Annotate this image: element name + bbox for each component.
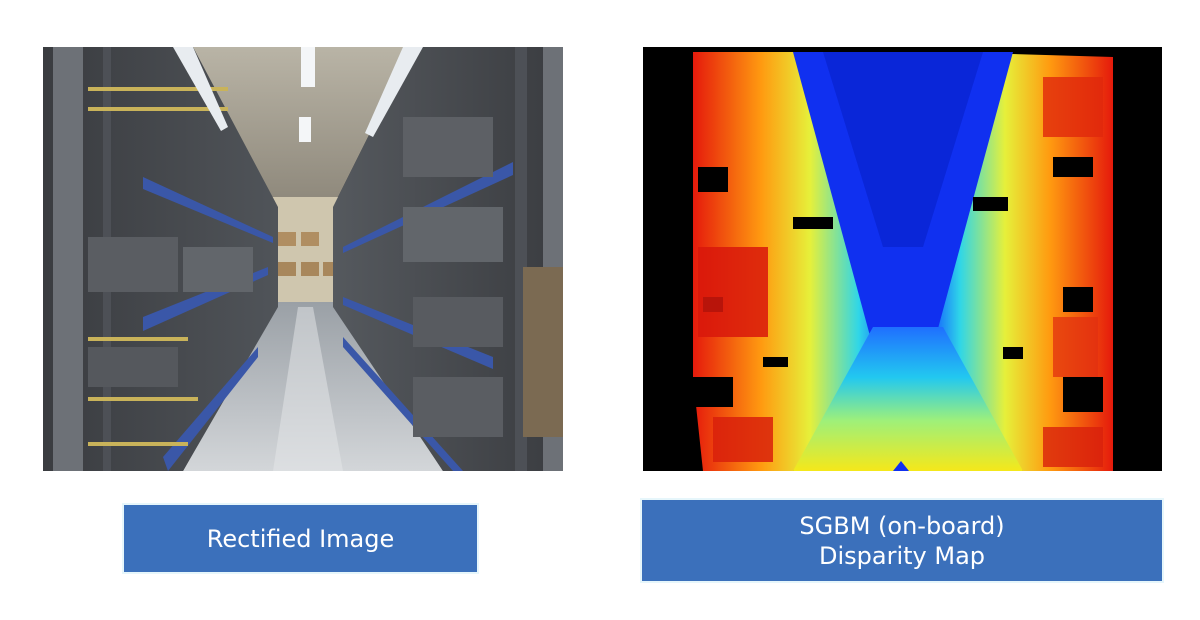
disparity-map-caption-line2: Disparity Map	[818, 541, 986, 570]
rectified-image	[43, 47, 563, 471]
warehouse-aisle-illustration	[43, 47, 563, 471]
disparity-heatmap-illustration	[643, 47, 1162, 471]
disparity-map-image	[643, 47, 1162, 471]
disparity-map-caption: SGBM (on-board) Disparity Map	[642, 500, 1162, 581]
rectified-image-caption: Rectified Image	[124, 505, 477, 572]
disparity-map-caption-line1: SGBM (on-board)	[799, 511, 1005, 540]
rectified-image-caption-text: Rectified Image	[206, 524, 395, 553]
